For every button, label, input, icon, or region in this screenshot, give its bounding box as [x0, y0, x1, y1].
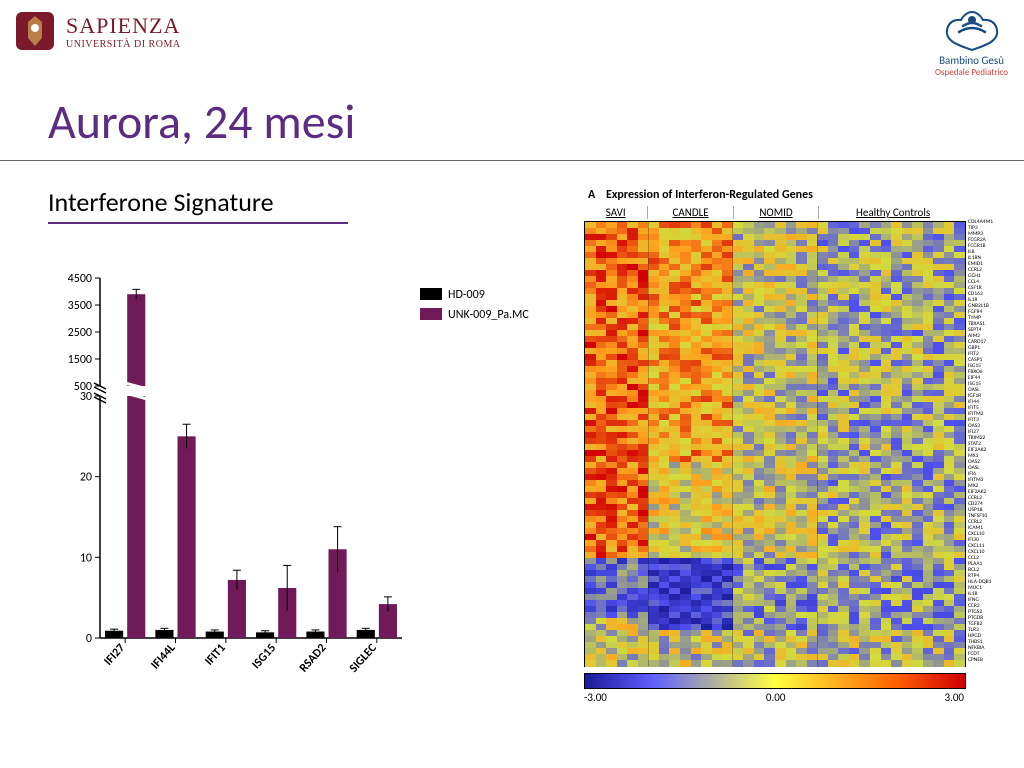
svg-text:IFI27: IFI27	[102, 641, 129, 668]
cbar-max: 3.00	[944, 691, 964, 704]
svg-text:SIGLEC: SIGLEC	[347, 641, 380, 676]
bambino-gesu-sub: Ospedale Pediatrico	[935, 67, 1008, 78]
svg-text:4500: 4500	[68, 272, 92, 286]
bambino-gesu-logo: Bambino Gesù Ospedale Pediatrico	[935, 8, 1008, 78]
heatmap-colorbar	[584, 673, 966, 689]
heatmap-group-savi: SAVI	[584, 206, 648, 219]
heatmap-colorbar-labels: -3.00 0.00 3.00	[584, 691, 964, 704]
svg-text:RSAD2: RSAD2	[297, 641, 330, 675]
svg-text:HD-009: HD-009	[448, 288, 485, 302]
svg-text:500: 500	[74, 380, 92, 394]
interferon-bar-chart: 01020305001500250035004500IFI27IFI44LIFI…	[42, 270, 532, 710]
cbar-min: -3.00	[584, 691, 607, 704]
heatmap-group-labels: SAVICANDLENOMIDHealthy Controls	[584, 206, 1010, 219]
svg-text:20: 20	[80, 471, 92, 485]
svg-text:UNK-009_Pa.MC: UNK-009_Pa.MC	[448, 308, 529, 322]
heatmap-grid	[584, 221, 966, 667]
heatmap-group-candle: CANDLE	[648, 206, 733, 219]
interferon-heatmap-panel: A Expression of Interferon-Regulated Gen…	[560, 188, 1010, 736]
cbar-mid: 0.00	[766, 691, 786, 704]
subtitle-underline	[48, 222, 348, 224]
sapienza-sub: UNIVERSITÀ DI ROMA	[66, 39, 181, 50]
heatmap-group-nomid: NOMID	[734, 206, 819, 219]
bambino-gesu-icon	[937, 8, 1007, 52]
slide-title: Aurora, 24 mesi	[48, 92, 355, 151]
bambino-gesu-name: Bambino Gesù	[939, 54, 1004, 67]
sapienza-name: SAPIENZA	[66, 13, 181, 39]
svg-text:2500: 2500	[68, 326, 92, 340]
sapienza-crest-icon	[12, 8, 58, 54]
panel-title-text: Expression of Interferon-Regulated Genes	[606, 188, 813, 202]
svg-text:3500: 3500	[68, 299, 92, 313]
svg-text:1500: 1500	[68, 353, 92, 367]
heatmap-group-healthy-controls: Healthy Controls	[819, 206, 967, 219]
svg-text:ISG15: ISG15	[250, 641, 280, 672]
title-underline	[0, 160, 1024, 161]
svg-text:10: 10	[80, 551, 92, 565]
panel-letter: A	[588, 188, 595, 202]
sapienza-logo: SAPIENZA UNIVERSITÀ DI ROMA	[12, 8, 181, 54]
svg-text:IFI44L: IFI44L	[149, 641, 179, 672]
svg-text:IFIT1: IFIT1	[202, 641, 228, 668]
svg-text:0: 0	[86, 632, 92, 646]
slide-subtitle: Interferone Signature	[48, 186, 274, 218]
